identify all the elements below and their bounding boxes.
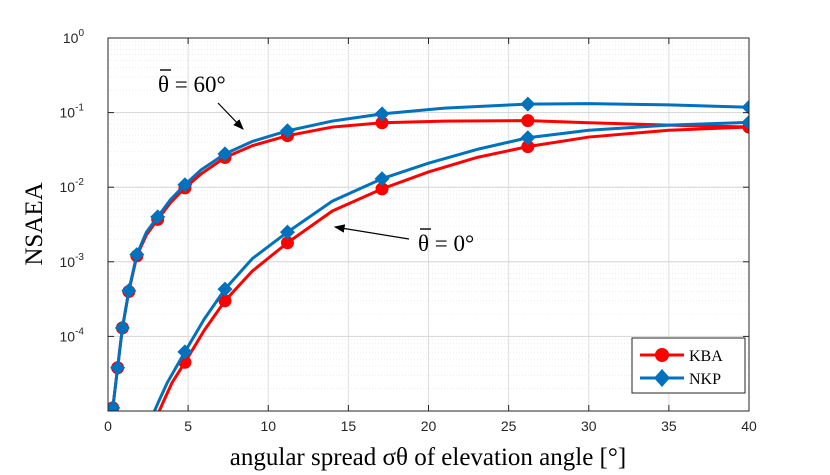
y-tick-label: 10-3 [60,252,85,270]
annotation-theta0: θ = 0° [333,224,474,256]
data-point-kba [280,236,294,250]
x-tick-label: 20 [421,418,437,434]
annotation-theta60-arrow [217,102,244,130]
legend-kba-label: KBA [689,348,723,365]
series-line [157,125,749,411]
x-tick-label: 30 [581,418,597,434]
series-layer [108,96,749,411]
annotation-theta0-label: θ = 0° [418,231,474,256]
data-point-nkp [177,177,193,193]
data-point-nkp [279,123,295,139]
series-nkp-theta0 [153,114,749,411]
series-nkp-theta60 [108,96,749,411]
x-tick-label: 5 [184,418,192,434]
data-point-nkp [150,209,166,225]
y-tick-label: 10-4 [60,326,85,344]
x-tick-label: 15 [341,418,357,434]
data-point-nkp [520,130,536,146]
data-point-nkp [110,360,126,376]
data-point-nkp [374,106,390,122]
data-point-kba [218,294,232,308]
legend-nkp-marker [654,369,670,387]
data-point-nkp [520,96,536,112]
data-point-kba [521,140,535,154]
axis-ticks: 0 5 10 15 20 25 30 35 40 10-4 10-3 10-2 10-1 100 [60,28,757,434]
data-point-nkp [217,146,233,162]
y-axis-label: NSAEA [21,182,48,265]
data-point-kba [375,116,389,130]
data-point-nkp [108,400,121,411]
x-tick-label: 35 [661,418,677,434]
x-tick-label: 25 [501,418,517,434]
annotation-theta60-label: θ = 60° [158,72,226,97]
data-point-nkp [217,281,233,297]
x-axis-label: angular spread σθ of elevation angle [°] [230,444,626,471]
data-point-nkp [121,283,137,299]
x-tick-label: 40 [741,418,757,434]
x-tick-label: 10 [260,418,276,434]
series-line [153,120,749,411]
x-tick-label: 0 [104,418,112,434]
legend: KBA NKP [631,337,746,394]
data-point-nkp [374,171,390,187]
legend-nkp-label: NKP [689,371,721,388]
data-point-nkp [279,224,295,240]
y-tick-label: 100 [63,28,85,46]
data-point-nkp [741,99,749,115]
data-point-kba [375,182,389,196]
data-point-nkp [114,320,130,336]
y-tick-label: 10-2 [60,177,85,195]
data-point-nkp [177,344,193,360]
y-tick-label: 10-1 [60,103,85,121]
data-point-kba [521,114,535,128]
legend-kba-marker [655,348,669,362]
data-point-nkp [129,247,145,263]
annotation-theta60: θ = 60° [158,69,244,130]
data-point-nkp [741,114,749,130]
annotation-theta0-arrow [333,224,410,240]
